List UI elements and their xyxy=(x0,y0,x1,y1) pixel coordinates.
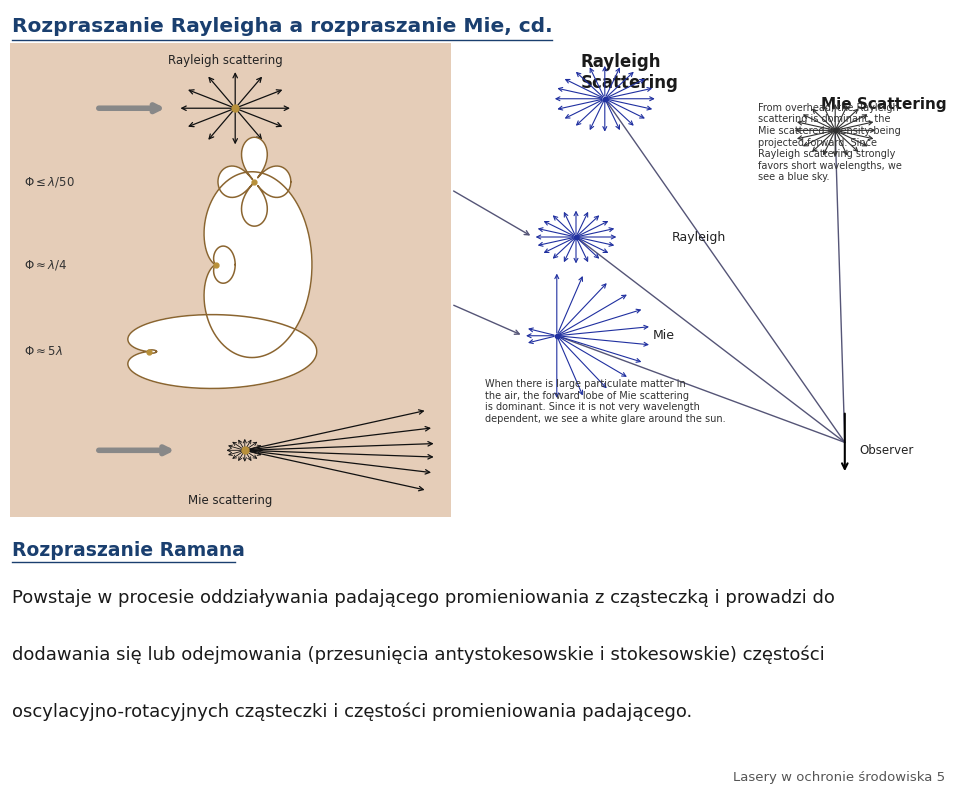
Text: $\Phi \approx 5\lambda$: $\Phi \approx 5\lambda$ xyxy=(24,345,63,358)
Text: Rayleigh scattering: Rayleigh scattering xyxy=(168,54,283,66)
Polygon shape xyxy=(218,137,291,226)
Polygon shape xyxy=(148,350,156,353)
Text: Mie: Mie xyxy=(653,329,675,342)
Text: Mie Scattering: Mie Scattering xyxy=(821,97,947,112)
Text: Powstaje w procesie oddziaływania padającego promieniowania z cząsteczką i prowa: Powstaje w procesie oddziaływania padają… xyxy=(12,589,834,607)
Text: Rozpraszanie Ramana: Rozpraszanie Ramana xyxy=(12,541,245,560)
Text: Rayleigh
Scattering: Rayleigh Scattering xyxy=(581,53,679,92)
Text: From overhead, the Rayleigh
scattering is dominant, the
Mie scattered intensity : From overhead, the Rayleigh scattering i… xyxy=(758,103,902,182)
Bar xyxy=(10,43,451,517)
Text: dodawania się lub odejmowania (przesunięcia antystokesowskie i stokesowskie) czę: dodawania się lub odejmowania (przesunię… xyxy=(12,645,825,664)
Text: Lasery w ochronie środowiska 5: Lasery w ochronie środowiska 5 xyxy=(733,771,946,784)
Text: Observer: Observer xyxy=(859,444,914,457)
Text: Mie scattering: Mie scattering xyxy=(188,494,273,506)
Text: $\Phi \leq \lambda/50$: $\Phi \leq \lambda/50$ xyxy=(24,175,75,189)
Polygon shape xyxy=(214,246,235,284)
Text: Rozpraszanie Rayleigha a rozpraszanie Mie, cd.: Rozpraszanie Rayleigha a rozpraszanie Mi… xyxy=(12,17,552,36)
Text: When there is large particulate matter in
the air, the forward lobe of Mie scatt: When there is large particulate matter i… xyxy=(485,379,726,424)
Text: oscylacyjno-rotacyjnych cząsteczki i częstości promieniowania padającego.: oscylacyjno-rotacyjnych cząsteczki i czę… xyxy=(12,702,692,720)
Text: $\Phi \approx \lambda/4$: $\Phi \approx \lambda/4$ xyxy=(24,258,67,272)
Text: Rayleigh: Rayleigh xyxy=(672,231,727,243)
Polygon shape xyxy=(204,171,312,358)
Polygon shape xyxy=(128,314,317,389)
